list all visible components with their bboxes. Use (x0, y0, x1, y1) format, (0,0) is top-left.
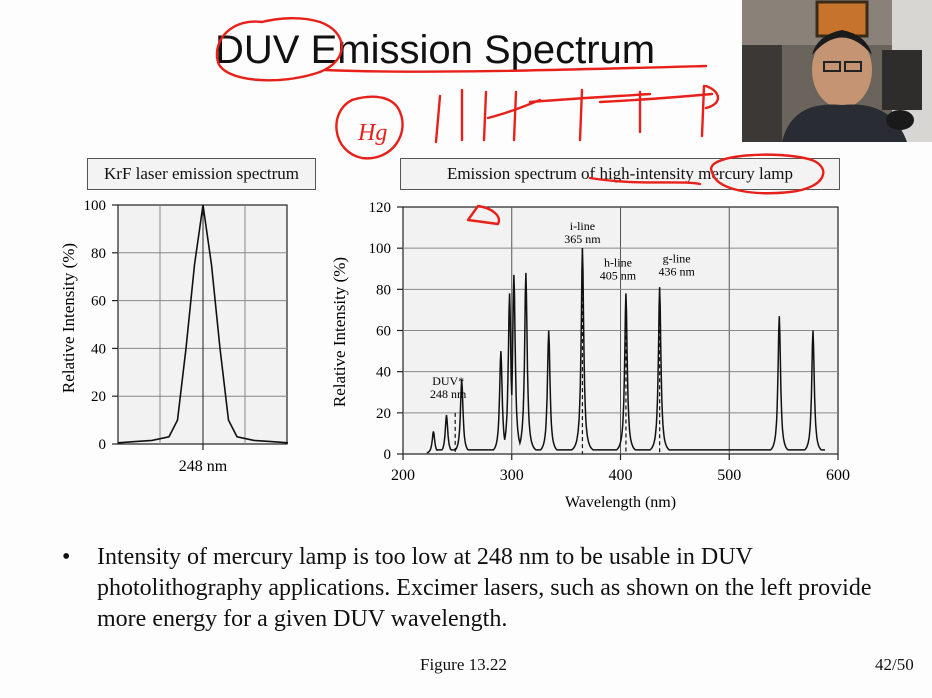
krf-ytick-label: 20 (91, 389, 106, 405)
webcam-scene (742, 0, 932, 142)
hg-annotation-sub: 365 nm (564, 232, 601, 246)
handwritten-annotations: Hg (215, 17, 825, 226)
charts-svg: 0 20 40 60 80 100 248 nm Relative Intensity (%)… (59, 17, 850, 511)
underline-title-annotation (323, 64, 708, 73)
hg-annotation-label: i-line (570, 219, 595, 233)
page-number: 42/50 (875, 655, 914, 674)
hg-annotation-label: DUV* (432, 374, 464, 388)
mercury-chart: 200 300 400 500 600 0 20 40 60 80 100 120 Wavelength… (330, 200, 850, 511)
hg-spectrum-line (426, 248, 825, 454)
hg-xtick-label: 300 (500, 467, 524, 484)
hg-annotation-label: h-line (604, 256, 632, 270)
hg-annotation-sub: 405 nm (600, 269, 637, 283)
hg-ytick-label: 40 (376, 365, 391, 381)
hg-annotation-sub: 436 nm (658, 265, 695, 279)
hg-ytick-label: 100 (369, 241, 392, 257)
underline-mercury-annotation (588, 176, 702, 186)
mercury-panel-label: Emission spectrum of high-intensity merc… (400, 158, 840, 190)
circle-lamp-annotation (710, 153, 825, 195)
hg-ytick-label: 20 (376, 406, 391, 422)
krf-ytick-label: 40 (91, 341, 106, 357)
hg-annotation-sub: 248 nm (430, 387, 467, 401)
krf-chart: 0 20 40 60 80 100 248 nm Relative Intensity (%) (59, 198, 289, 475)
hg-xtick-label: 200 (391, 467, 415, 484)
scribble-lines-annotation (434, 84, 720, 144)
hg-xlabel: Wavelength (nm) (565, 494, 676, 511)
webcam-video (742, 0, 932, 142)
hg-ytick-label: 120 (369, 200, 392, 216)
hg-xtick-label: 500 (717, 467, 741, 484)
krf-ytick-label: 100 (84, 198, 107, 214)
circle-duv-annotation (215, 17, 343, 82)
krf-ylabel: Relative Intensity (%) (59, 243, 78, 393)
hg-ytick-label: 80 (376, 282, 391, 298)
figure-caption: Figure 13.22 (420, 655, 507, 674)
krf-ytick-label: 0 (99, 437, 107, 453)
krf-xtick-label: 248 nm (179, 458, 228, 475)
hg-xtick-label: 600 (826, 467, 850, 484)
krf-panel-label: KrF laser emission spectrum (87, 158, 316, 190)
hg-annotation-label: g-line (663, 252, 691, 266)
hg-ytick-label: 0 (384, 447, 392, 463)
hg-annotation-text: Hg (357, 120, 387, 146)
hg-ylabel: Relative Intensity (%) (330, 257, 349, 407)
hg-circle-annotation (335, 95, 404, 160)
bullet-text: Intensity of mercury lamp is too low at … (97, 544, 872, 632)
hg-xtick-label: 400 (609, 467, 633, 484)
krf-series-line (117, 204, 289, 444)
hg-ytick-label: 60 (376, 324, 391, 340)
krf-ytick-label: 60 (91, 294, 106, 310)
krf-ytick-label: 80 (91, 246, 106, 262)
slide-title: DUV Emission Spectrum (215, 28, 656, 72)
triangle-annotation (466, 204, 501, 226)
bullet-dot: • (62, 544, 71, 570)
